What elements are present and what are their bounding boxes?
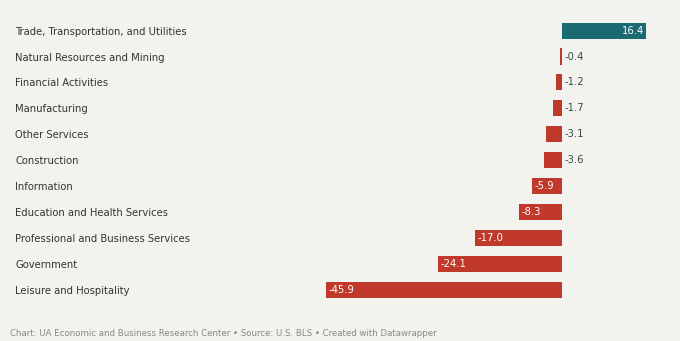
- Text: 16.4: 16.4: [622, 26, 645, 35]
- Bar: [520, 204, 562, 220]
- Text: -8.3: -8.3: [522, 207, 541, 217]
- Text: -24.1: -24.1: [441, 259, 466, 269]
- Text: -5.9: -5.9: [534, 181, 554, 191]
- Text: -3.6: -3.6: [564, 155, 583, 165]
- Bar: [562, 23, 647, 39]
- Bar: [532, 178, 562, 194]
- Bar: [560, 48, 562, 64]
- Text: -3.1: -3.1: [564, 129, 583, 139]
- Text: -17.0: -17.0: [477, 233, 503, 243]
- Bar: [438, 256, 562, 272]
- Text: -0.4: -0.4: [564, 51, 583, 61]
- Text: -1.7: -1.7: [564, 103, 583, 114]
- Text: -1.2: -1.2: [564, 77, 583, 87]
- Bar: [326, 282, 562, 298]
- Text: -45.9: -45.9: [328, 285, 354, 295]
- Bar: [543, 152, 562, 168]
- Text: Chart: UA Economic and Business Research Center • Source: U.S. BLS • Created wit: Chart: UA Economic and Business Research…: [10, 329, 437, 338]
- Bar: [546, 126, 562, 143]
- Bar: [554, 100, 562, 116]
- Bar: [556, 74, 562, 90]
- Bar: [475, 230, 562, 246]
